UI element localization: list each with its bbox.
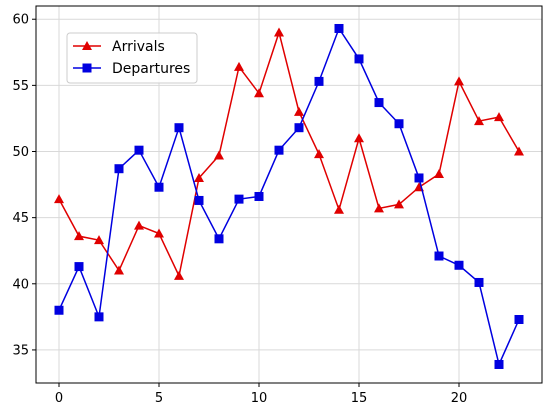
arrivals-point	[274, 27, 284, 37]
axis-layer: 0 5 10 15 20 35 40 45 50 55 60	[12, 13, 467, 406]
arrivals-point	[214, 150, 224, 160]
departures-point	[234, 194, 244, 204]
x-tick-label: 15	[351, 391, 368, 406]
arrivals-point	[454, 76, 464, 86]
departures-point	[134, 145, 144, 155]
departures-point	[54, 305, 64, 315]
departures-point	[474, 277, 484, 287]
arrivals-point	[514, 146, 524, 156]
arrivals-point	[354, 133, 364, 143]
legend-marker-arrivals	[82, 41, 92, 50]
arrivals-point	[194, 172, 204, 182]
arrivals-point	[294, 106, 304, 116]
series-arrivals	[54, 27, 524, 280]
arrivals-point	[54, 194, 64, 204]
y-tick-label: 50	[12, 145, 29, 160]
departures-point	[194, 195, 204, 205]
arrivals-point	[174, 270, 184, 280]
y-tick-label: 40	[12, 277, 29, 292]
departures-point	[494, 359, 504, 369]
departures-point	[74, 262, 84, 272]
departures-point	[334, 23, 344, 33]
x-tick-label: 0	[55, 391, 63, 406]
departures-point	[394, 119, 404, 129]
departures-point	[174, 123, 184, 133]
departures-point	[314, 76, 324, 86]
y-tick-label: 55	[12, 79, 29, 94]
arrivals-point	[374, 203, 384, 213]
departures-point	[94, 312, 104, 322]
legend-label-departures: Departures	[112, 61, 190, 77]
arrivals-point	[394, 199, 404, 209]
departures-point	[254, 191, 264, 201]
arrivals-point	[314, 149, 324, 159]
arrivals-point	[254, 88, 264, 98]
y-tick-label: 60	[12, 13, 29, 28]
arrivals-point	[334, 204, 344, 214]
x-tick-label: 5	[155, 391, 163, 406]
arrivals-point	[154, 228, 164, 238]
departures-point	[434, 251, 444, 261]
y-tick-label: 45	[12, 211, 29, 226]
series-layer	[54, 23, 524, 369]
x-tick-label: 20	[451, 391, 468, 406]
departures-point	[454, 260, 464, 270]
arrivals-point	[474, 116, 484, 126]
departures-point	[114, 164, 124, 174]
x-tick-label: 10	[251, 391, 268, 406]
y-tick-label: 35	[12, 343, 29, 358]
departures-point	[214, 234, 224, 244]
departures-point	[414, 173, 424, 183]
arrivals-point	[94, 235, 104, 245]
departures-point	[514, 315, 524, 325]
plot-frame	[35, 5, 543, 384]
arrivals-point	[134, 220, 144, 230]
arrivals-point	[494, 112, 504, 122]
departures-point	[294, 123, 304, 133]
arrivals-point	[234, 61, 244, 71]
departures-point	[154, 182, 164, 192]
series-departures	[54, 23, 524, 369]
arrivals-point	[74, 231, 84, 241]
arrivals-point	[434, 168, 444, 178]
departures-point	[274, 145, 284, 155]
legend-marker-departures	[82, 63, 92, 73]
arrivals-point	[114, 265, 124, 275]
arrivals-line	[58, 29, 520, 279]
departures-point	[354, 54, 364, 64]
legend: Arrivals Departures	[66, 32, 198, 84]
departures-point	[374, 98, 384, 108]
legend-label-arrivals: Arrivals	[112, 39, 165, 55]
